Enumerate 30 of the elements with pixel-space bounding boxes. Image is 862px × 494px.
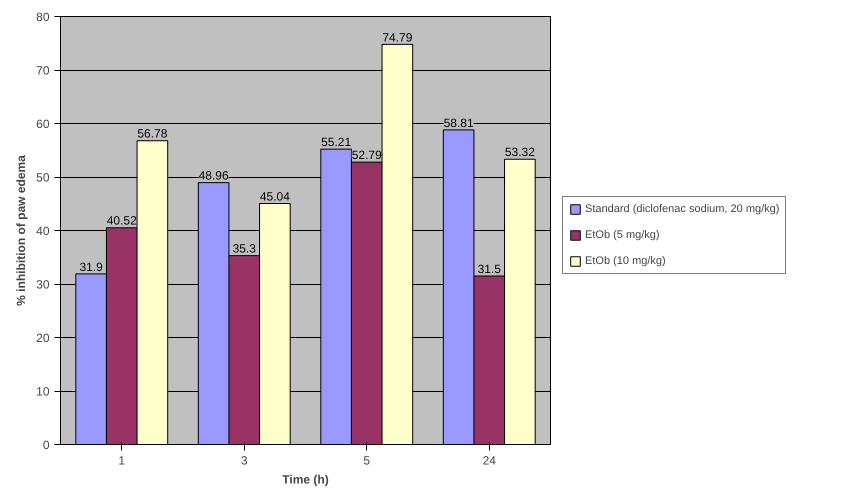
data-label: 74.79: [382, 30, 413, 44]
x-axis-title: Time (h): [282, 472, 329, 486]
y-tick-label: 30: [36, 278, 50, 292]
data-label: 55.21: [321, 135, 352, 150]
data-label: 52.79: [352, 148, 382, 162]
y-tick-label: 50: [36, 170, 50, 184]
x-tick-label: 1: [118, 454, 126, 468]
y-tick-label: 70: [36, 64, 50, 78]
y-axis-title: % inhibition of paw edema: [14, 154, 28, 306]
legend-label: EtOb (10 mg/kg): [585, 255, 666, 267]
data-label: 48.96: [198, 168, 229, 183]
legend-label: EtOb (5 mg/kg): [585, 229, 660, 241]
y-tick-label: 40: [36, 224, 50, 238]
data-label: 31.9: [79, 260, 104, 274]
data-label: 56.78: [137, 126, 168, 141]
data-label: 45.04: [260, 190, 290, 204]
data-label: 35.3: [232, 242, 256, 256]
data-label: 58.81: [444, 116, 474, 130]
y-tick-label: 60: [36, 117, 50, 131]
legend-label: Standard (diclofenac sodium, 20 mg/kg): [585, 203, 780, 215]
y-tick-label: 0: [42, 438, 50, 452]
data-label: 40.52: [106, 214, 138, 228]
data-label: 31.5: [478, 262, 502, 276]
y-tick-label: 80: [36, 10, 50, 24]
y-tick-label: 20: [36, 331, 50, 345]
x-tick-label: 5: [363, 454, 370, 468]
data-label: 53.32: [504, 145, 536, 160]
x-tick-label: 24: [482, 454, 496, 468]
y-tick-label: 10: [36, 384, 50, 398]
x-tick-label: 3: [240, 454, 248, 468]
